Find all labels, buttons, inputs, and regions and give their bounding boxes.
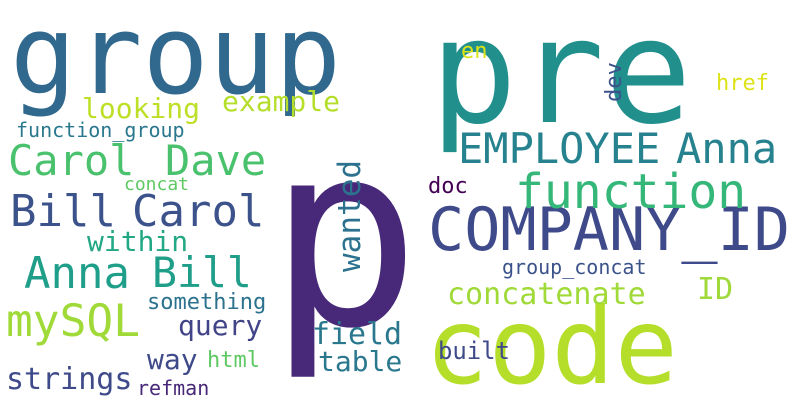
word-dev: dev bbox=[603, 62, 625, 102]
word-id: ID bbox=[697, 275, 733, 305]
word-wanted: wanted bbox=[335, 160, 366, 272]
word-employee: EMPLOYEE bbox=[458, 128, 660, 170]
word-group-concat: group_concat bbox=[502, 257, 647, 277]
word-anna-1: Anna bbox=[676, 128, 777, 170]
word-anna-2: Anna bbox=[24, 252, 130, 296]
word-html: html bbox=[207, 350, 260, 372]
word-table: table bbox=[318, 348, 402, 376]
word-doc: doc bbox=[428, 176, 468, 198]
word-way: way bbox=[147, 346, 198, 374]
word-concat: concat bbox=[124, 176, 189, 194]
word-refman: refman bbox=[137, 378, 209, 398]
word-carol-1: Carol bbox=[8, 140, 134, 182]
word-built: built bbox=[438, 340, 510, 364]
word-href: href bbox=[716, 73, 769, 95]
word-function-group: function_group bbox=[16, 120, 185, 140]
word-en: en bbox=[461, 41, 488, 63]
word-function: function bbox=[515, 168, 746, 216]
word-within: within bbox=[87, 228, 188, 256]
word-something: something bbox=[147, 292, 266, 314]
word-concatenate: concatenate bbox=[447, 280, 646, 310]
word-bill-2: Bill bbox=[152, 252, 252, 293]
word-example: example bbox=[222, 88, 340, 116]
word-query: query bbox=[178, 312, 262, 340]
word-mysql: mySQL bbox=[6, 300, 140, 345]
word-strings: strings bbox=[6, 365, 132, 395]
